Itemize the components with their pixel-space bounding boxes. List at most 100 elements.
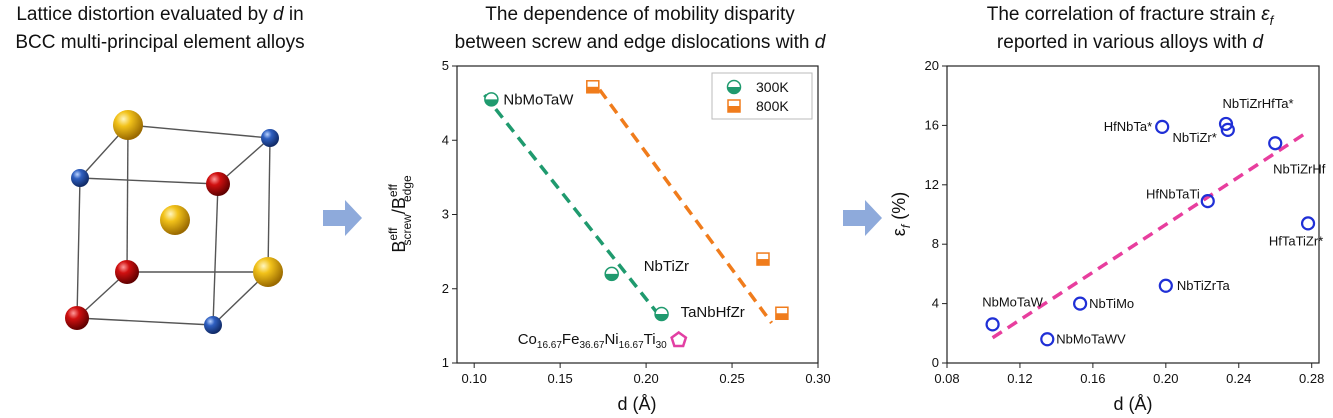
data-point [1220,122,1235,137]
marker-fill [756,259,769,266]
fit-line [598,88,773,324]
label-part: Ti [644,331,656,348]
data-point [775,306,789,321]
point-label: TaNbHfZr [681,304,745,321]
data-point [1155,119,1170,134]
y-tick-label: 8 [932,236,939,251]
point-label: HfNbTaTi [1146,186,1200,201]
marker-outline [1073,296,1088,311]
illustration-title: BCC multi-principal element alloys [15,32,304,53]
y-tick-label: 16 [925,117,939,132]
data-point [1073,296,1088,311]
fit-line [483,93,663,320]
y-tick-label: 5 [442,58,449,73]
marker-outline [1200,194,1215,209]
marker-outline [1155,119,1170,134]
x-tick-label: 0.15 [547,371,572,386]
marker-outline [1158,278,1173,293]
data-point [756,252,770,266]
y-tick-label: 0 [932,355,939,370]
title-part: between screw and edge dislocations with [455,32,810,53]
label-part: eff [386,183,400,197]
x-tick-label: 0.12 [1007,371,1032,386]
point-label: NbTiMo [1089,296,1134,311]
y-tick-label: 4 [442,132,449,147]
y-axis-label: Beffscrew/Beffedge [386,175,414,253]
x-tick-label: 0.25 [719,371,744,386]
arrow [843,200,882,236]
label-part: Fe [562,331,580,348]
point-label: NbMoTaW [503,91,574,108]
x-tick-label: 0.24 [1226,371,1251,386]
title-part: Lattice distortion evaluated by [16,4,268,25]
label-part: edge [400,175,414,202]
label-part: 16.67 [537,340,562,351]
x-tick-label: 0.30 [805,371,830,386]
label-part: 36.67 [579,340,604,351]
chart-title: between screw and edge dislocations with… [455,32,827,53]
legend-label: 300K [756,79,789,95]
marker-fill [655,313,669,321]
marker-fill [775,313,788,320]
marker-fill [728,106,740,112]
title-part: The correlation of fracture strain [987,4,1256,25]
point-label: NbTiZr [644,258,689,275]
point-label: NbTiZr* [1173,130,1217,145]
chart-title: reported in various alloys with d [997,32,1265,53]
x-tick-label: 0.20 [1153,371,1178,386]
data-point [727,99,741,113]
point-label: HfTaTiZr* [1269,234,1323,249]
x-tick-label: 0.08 [934,371,959,386]
data-point [1268,136,1283,151]
title-part: ε [1261,4,1270,25]
marker-fill [586,86,599,93]
data-point [1300,216,1316,231]
data-point [985,317,1000,332]
y-tick-label: 20 [925,58,939,73]
plot-frame [946,65,1320,364]
point-label: NbMoTaWV [1056,332,1126,347]
label-part: eff [386,227,400,241]
point-label: Co16.67Fe36.67Ni16.67Ti30 [518,331,667,351]
arrow [323,200,362,236]
fit-line [991,131,1308,340]
title-part: reported in various alloys with [997,32,1247,53]
title-part: d [1253,32,1265,53]
marker-outline [985,317,1000,332]
x-tick-label: 0.16 [1080,371,1105,386]
chart-title: The dependence of mobility disparity [485,4,795,25]
data-point [586,80,600,94]
x-axis-label: d (Å) [617,394,656,414]
marker-outline [1300,216,1316,231]
label-part: 16.67 [619,340,644,351]
y-tick-label: 4 [932,296,939,311]
label-part: Co [518,331,537,348]
x-tick-label: 0.28 [1299,371,1324,386]
title-part: d [815,32,827,53]
point-label: NbTiZrHf [1273,162,1326,177]
data-point [670,330,688,348]
data-point [1158,278,1173,293]
label-part: (%) [889,192,909,220]
y-axis-label: εf (%) [889,192,914,236]
chart-title: The correlation of fracture strain εf [987,4,1275,28]
label-part: B [389,241,409,253]
x-axis-label: d (Å) [1113,394,1152,414]
title-part: d [273,4,285,25]
data-point [484,92,499,107]
bcc-cube [65,110,283,334]
x-tick-label: 0.10 [462,371,487,386]
marker-outline [1220,122,1235,137]
title-part: f [1270,13,1275,28]
label-part: /B [389,197,409,214]
label-part: screw [400,214,414,246]
point-label: NbTiZrHfTa* [1222,96,1293,111]
marker-fill [727,87,741,94]
data-point [1218,116,1234,132]
point-label: HfNbTa* [1104,119,1152,134]
marker-outline [1218,116,1234,132]
data-point [604,266,619,282]
data-point [654,306,669,322]
marker-fill [484,99,498,106]
point-label: NbMoTaW [982,295,1043,310]
